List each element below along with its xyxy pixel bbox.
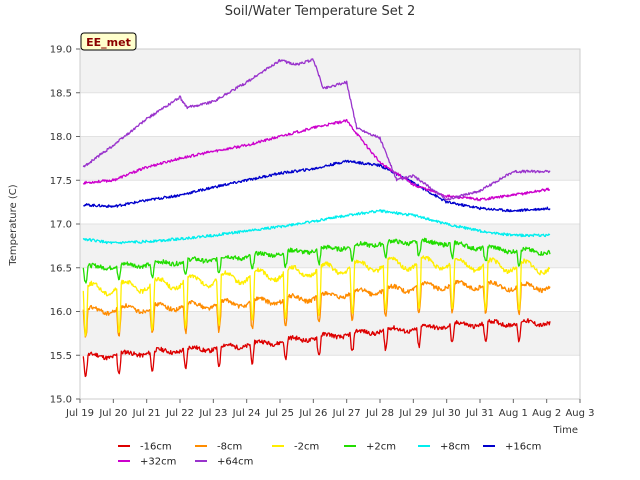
x-tick-label: Jul 24 <box>232 408 261 419</box>
y-tick-label: 18.5 <box>50 88 72 99</box>
grid-band <box>80 92 580 137</box>
x-tick-label: Jul 20 <box>98 408 127 419</box>
legend-label: +64cm <box>217 457 253 468</box>
site-badge-box <box>80 32 137 51</box>
y-tick-label: 18.0 <box>50 132 72 143</box>
y-tick-label: 16.5 <box>50 263 72 274</box>
x-tick-label: Jul 19 <box>65 408 94 419</box>
x-tick-label: Jul 28 <box>365 408 394 419</box>
x-tick-label: Jul 21 <box>132 408 161 419</box>
grid-band <box>80 49 580 93</box>
series-line-plus32cm <box>82 118 551 202</box>
grid-band <box>80 180 580 224</box>
series-line-plus16cm <box>83 159 551 213</box>
y-axis-title: Temperature (C) <box>8 184 19 266</box>
series-line-minus2cm <box>82 255 551 337</box>
series-line-minus16cm <box>82 318 551 378</box>
legend-label: +2cm <box>366 442 396 453</box>
x-tick-label: Jul 31 <box>465 408 494 419</box>
site-badge-label: EE_met <box>86 36 131 49</box>
x-tick-label: Jul 29 <box>398 408 427 419</box>
series-line-plus2cm <box>82 237 551 284</box>
y-tick-label: 17.5 <box>50 176 72 187</box>
x-axis-title: Time <box>553 425 578 436</box>
x-tick-label: Jul 25 <box>265 408 294 419</box>
x-tick-label: Jul 30 <box>432 408 461 419</box>
x-tick-label: Jul 22 <box>165 408 194 419</box>
x-tick-label: Aug 2 <box>532 408 561 419</box>
grid-band <box>80 355 580 399</box>
legend: -16cm -8cm -2cm +2cm +8cm +16cm +32cm +64cm <box>118 442 541 468</box>
legend-label: +16cm <box>505 442 541 453</box>
series-layer <box>82 58 551 378</box>
x-tick-label: Jul 26 <box>298 408 327 419</box>
plot-background <box>80 48 580 400</box>
x-tick-label: Jul 23 <box>198 408 227 419</box>
y-tick-label: 15.0 <box>50 395 72 406</box>
chart-title: Soil/Water Temperature Set 2 <box>225 4 416 19</box>
legend-label: +32cm <box>140 457 176 468</box>
x-tick-label: Aug 1 <box>499 408 528 419</box>
y-tick-label: 16.0 <box>50 307 72 318</box>
site-badge: EE_met <box>80 32 137 51</box>
y-tick-label: 17.0 <box>50 220 72 231</box>
series-line-minus8cm <box>82 279 551 338</box>
y-axis: 15.0 15.5 16.0 16.5 17.0 17.5 18.0 18.5 19.0 <box>50 45 80 406</box>
y-tick-label: 19.0 <box>50 45 72 56</box>
x-axis: Jul 19 Jul 20 Jul 21 Jul 22 Jul 23 Jul 24 Jul … <box>65 399 595 419</box>
x-tick-label: Jul 27 <box>332 408 361 419</box>
legend-label: -16cm <box>140 442 172 453</box>
legend-label: +8cm <box>440 442 470 453</box>
legend-label: -2cm <box>294 442 319 453</box>
grid-band <box>80 136 580 181</box>
series-line-plus8cm <box>82 209 551 245</box>
series-line-plus64cm <box>82 58 551 201</box>
legend-label: -8cm <box>217 442 242 453</box>
y-tick-label: 15.5 <box>50 351 72 362</box>
x-tick-label: Aug 3 <box>565 408 594 419</box>
